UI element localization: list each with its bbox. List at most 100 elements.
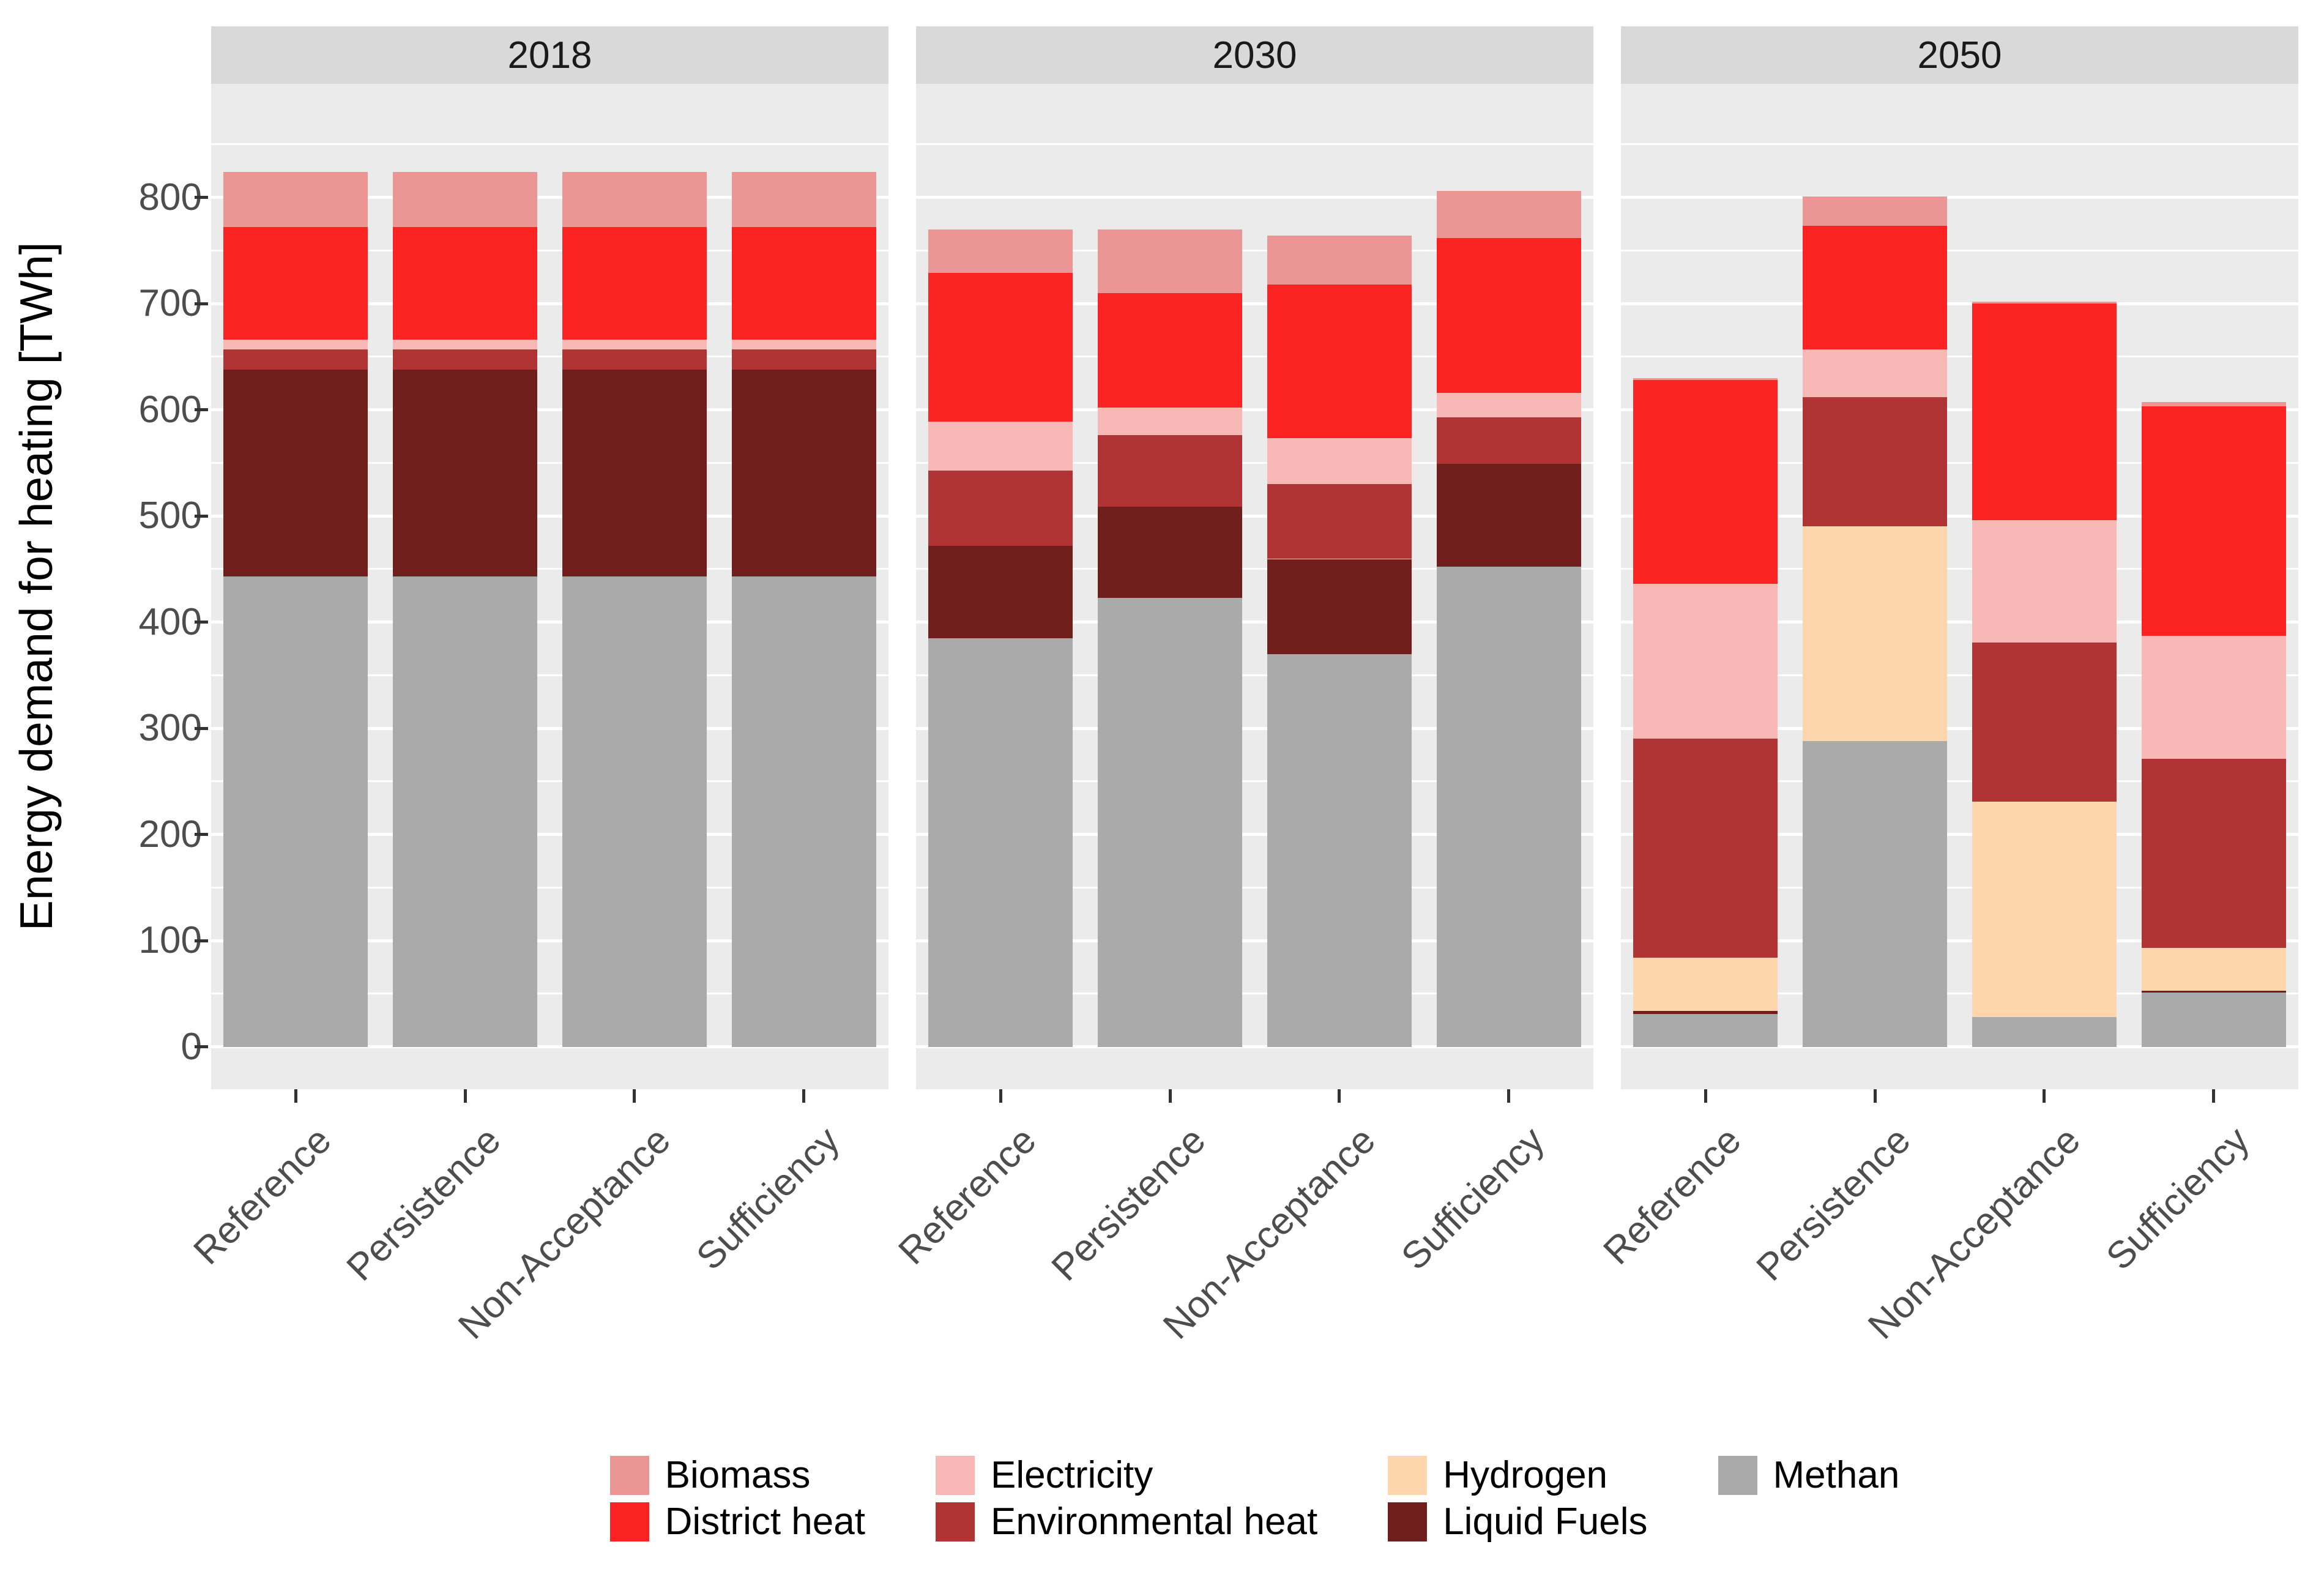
- bar-segment: [928, 229, 1073, 273]
- bar-segment: [393, 369, 538, 576]
- x-tick-mark: [2043, 1089, 2046, 1103]
- minor-gridline: [1621, 674, 2298, 676]
- bar-segment: [393, 340, 538, 349]
- x-axis-label: Sufficiency: [688, 1119, 848, 1278]
- major-gridline: [211, 1045, 888, 1049]
- major-gridline: [1621, 726, 2298, 730]
- minor-gridline: [211, 568, 888, 570]
- major-gridline: [916, 939, 1593, 942]
- minor-gridline: [211, 674, 888, 676]
- legend-swatch-environmental-heat: [935, 1502, 975, 1541]
- bar-segment: [223, 369, 368, 576]
- bar-segment: [1803, 526, 1948, 741]
- major-gridline: [916, 408, 1593, 412]
- x-axis-label: Sufficiency: [2098, 1119, 2258, 1278]
- bar-segment: [1972, 1017, 2117, 1047]
- legend: Biomass District heat Electricity Environme…: [211, 1455, 2298, 1542]
- major-gridline: [1621, 833, 2298, 837]
- y-tick-label: 600: [138, 388, 202, 431]
- y-tick-label: 700: [138, 282, 202, 325]
- bar-segment: [1436, 191, 1581, 238]
- bar-segment: [731, 576, 876, 1047]
- legend-swatch-methan: [1718, 1456, 1757, 1495]
- minor-gridline: [211, 249, 888, 252]
- bar-segment: [562, 340, 707, 349]
- bar-segment: [1972, 642, 2117, 802]
- x-tick-mark: [802, 1089, 806, 1103]
- x-tick-mark: [463, 1089, 467, 1103]
- minor-gridline: [916, 886, 1593, 889]
- major-gridline: [211, 408, 888, 412]
- major-gridline: [916, 514, 1593, 518]
- bar-segment: [1267, 558, 1412, 560]
- x-tick-mark: [294, 1089, 297, 1103]
- minor-gridline: [1621, 143, 2298, 146]
- bar-segment: [2141, 990, 2286, 993]
- major-gridline: [916, 196, 1593, 199]
- y-tick-label: 200: [138, 813, 202, 856]
- legend-column: Electricity Environmental heat: [935, 1455, 1318, 1543]
- major-gridline: [211, 514, 888, 518]
- bar-segment: [1436, 567, 1581, 1047]
- major-gridline: [1621, 1045, 2298, 1049]
- x-axis-label: Persistence: [338, 1119, 509, 1289]
- minor-gridline: [1621, 993, 2298, 995]
- bar-segment: [731, 349, 876, 370]
- x-axis-label: Reference: [890, 1119, 1045, 1273]
- x-axis-label: Reference: [185, 1119, 340, 1273]
- legend-item: Biomass: [609, 1455, 865, 1496]
- major-gridline: [211, 726, 888, 730]
- legend-column: Methan: [1718, 1455, 1899, 1496]
- bar-segment: [731, 227, 876, 340]
- minor-gridline: [916, 780, 1593, 783]
- legend-column: Hydrogen Liquid Fuels: [1388, 1455, 1648, 1543]
- major-gridline: [211, 939, 888, 942]
- major-gridline: [211, 833, 888, 837]
- x-tick-mark: [1704, 1089, 1707, 1103]
- legend-label: Environmental heat: [990, 1500, 1318, 1543]
- bar-segment: [393, 172, 538, 228]
- y-tick-mark: [195, 621, 208, 624]
- major-gridline: [916, 302, 1593, 305]
- minor-gridline: [916, 674, 1593, 676]
- minor-gridline: [916, 993, 1593, 995]
- bar-segment: [1098, 506, 1243, 598]
- legend-column: Biomass District heat: [609, 1455, 865, 1542]
- bar-segment: [562, 227, 707, 340]
- bar-segment: [928, 638, 1073, 1047]
- x-tick-mark: [1873, 1089, 1877, 1103]
- major-gridline: [1621, 408, 2298, 412]
- y-tick-label: 100: [138, 919, 202, 962]
- bar-segment: [1436, 464, 1581, 567]
- bar-segment: [393, 227, 538, 340]
- legend-swatch-biomass: [609, 1456, 649, 1495]
- bar-segment: [1267, 236, 1412, 285]
- bar-segment: [1267, 654, 1412, 1047]
- bar-segment: [2141, 993, 2286, 1047]
- legend-item: Methan: [1718, 1455, 1899, 1496]
- bar-segment: [1972, 520, 2117, 643]
- bar-segment: [731, 340, 876, 349]
- y-tick-mark: [195, 196, 208, 199]
- bar-segment: [1633, 1013, 1778, 1047]
- major-gridline: [916, 621, 1593, 624]
- legend-item: Hydrogen: [1388, 1455, 1647, 1496]
- bar-segment: [1972, 304, 2117, 521]
- major-gridline: [1621, 514, 2298, 518]
- bar-segment: [1267, 559, 1412, 654]
- bar-segment: [1633, 1010, 1778, 1014]
- bar-segment: [1267, 484, 1412, 559]
- bar-segment: [1972, 801, 2117, 1017]
- bar-segment: [223, 227, 368, 340]
- legend-item: District heat: [609, 1502, 865, 1542]
- legend-item: Electricity: [935, 1455, 1317, 1496]
- major-gridline: [1621, 939, 2298, 942]
- y-tick-mark: [195, 302, 208, 305]
- bar-segment: [1436, 417, 1581, 464]
- legend-item: Environmental heat: [935, 1500, 1318, 1543]
- legend-label: Liquid Fuels: [1443, 1500, 1648, 1543]
- legend-swatch-hydrogen: [1388, 1456, 1428, 1495]
- bar-segment: [1972, 301, 2117, 304]
- minor-gridline: [1621, 461, 2298, 464]
- major-gridline: [1621, 621, 2298, 624]
